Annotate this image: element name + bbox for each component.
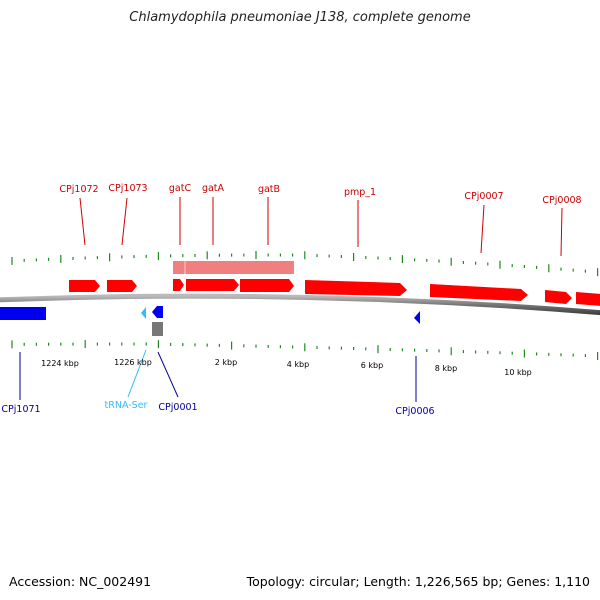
gene-arrow-CPj0006[interactable]	[414, 311, 420, 324]
gene-arrow-CPj1073[interactable]	[107, 280, 137, 292]
footer-stats: Topology: circular; Length: 1,226,565 bp…	[246, 574, 590, 589]
trna-arrow-tRNA-Ser[interactable]	[141, 307, 146, 319]
label-CPj0006: CPj0006	[395, 406, 434, 417]
tick-row-bottom	[11, 340, 599, 361]
feature-box-grey[interactable]	[152, 322, 163, 336]
label-CPj1073: CPj1073	[108, 183, 147, 194]
label-gatB: gatB	[258, 184, 280, 195]
reverse-genes	[0, 306, 420, 336]
gene-arrow-CPj1072[interactable]	[69, 280, 100, 292]
scale-label-4kbp: 4 kbp	[287, 360, 309, 369]
tick-row-top	[11, 251, 599, 277]
scale-label-1226kbp: 1226 kbp	[114, 358, 152, 367]
map-title: Chlamydophila pneumoniae J138, complete …	[129, 10, 471, 25]
scale-label-10kbp: 10 kbp	[504, 368, 532, 377]
scale-label-2kbp: 2 kbp	[215, 358, 237, 367]
genome-backbone	[0, 293, 600, 316]
reverse-gene-labels: CPj1071 tRNA-Ser CPj0001 CPj0006	[1, 400, 434, 417]
gene-arrow-CPj1071[interactable]	[0, 307, 46, 320]
forward-gene-labels: CPj1072 CPj1073 gatC gatA gatB pmp_1 CPj…	[59, 183, 581, 206]
gene-arrow-gatC[interactable]	[173, 279, 184, 291]
label-gatC: gatC	[169, 183, 192, 194]
label-gatA: gatA	[202, 183, 225, 194]
label-pmp_1: pmp_1	[344, 187, 376, 198]
gene-arrow-gatB[interactable]	[240, 279, 294, 292]
gene-arrow-gatA[interactable]	[186, 279, 239, 291]
leader-lines	[19, 197, 563, 402]
label-CPj0001: CPj0001	[158, 402, 197, 413]
footer-accession: Accession: NC_002491	[9, 574, 152, 589]
gene-arrow-CPj0007[interactable]	[430, 284, 528, 301]
gene-arrow-partial[interactable]	[576, 292, 600, 306]
label-CPj0007: CPj0007	[464, 191, 503, 202]
label-tRNA-Ser: tRNA-Ser	[105, 400, 148, 411]
scale-label-1224kbp: 1224 kbp	[41, 359, 79, 368]
gene-arrow-CPj0008[interactable]	[545, 290, 572, 304]
label-CPj0008: CPj0008	[542, 195, 581, 206]
label-CPj1072: CPj1072	[59, 184, 98, 195]
label-CPj1071: CPj1071	[1, 404, 40, 415]
forward-genes	[69, 279, 600, 306]
scale-labels: 1224 kbp 1226 kbp 2 kbp 4 kbp 6 kbp 8 kb…	[41, 358, 532, 377]
scale-label-6kbp: 6 kbp	[361, 361, 383, 370]
gene-arrow-pmp_1[interactable]	[305, 280, 407, 296]
gene-arrow-CPj0001[interactable]	[152, 306, 163, 318]
scale-label-8kbp: 8 kbp	[435, 364, 457, 373]
gene-block-light[interactable]	[173, 261, 294, 274]
